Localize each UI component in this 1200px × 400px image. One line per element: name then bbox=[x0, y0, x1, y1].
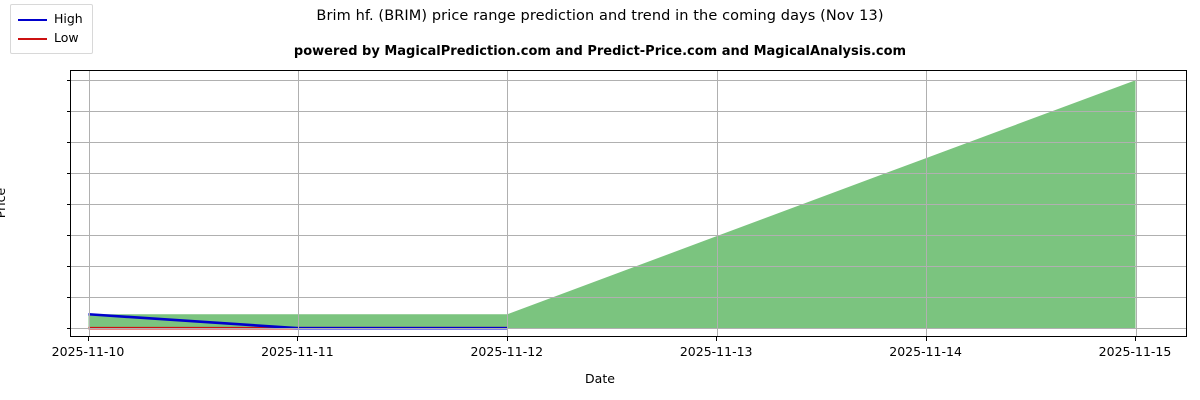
gridline-y-63 bbox=[71, 328, 1186, 330]
gridline-y-67 bbox=[71, 204, 1186, 206]
gridline-x-2025-11-10 bbox=[88, 71, 90, 336]
y-tick-mark bbox=[66, 110, 71, 112]
y-tick-mark bbox=[66, 79, 71, 81]
y-tick-mark bbox=[66, 203, 71, 205]
plot-inner bbox=[71, 71, 1186, 336]
legend-label-low: Low bbox=[54, 30, 79, 46]
chart-title: Brim hf. (BRIM) price range prediction a… bbox=[316, 8, 884, 24]
y-tick-mark bbox=[66, 296, 71, 298]
gridline-y-68 bbox=[71, 173, 1186, 175]
y-axis-title: Price bbox=[0, 187, 8, 219]
y-tick-mark bbox=[66, 141, 71, 143]
x-tick-label: 2025-11-12 bbox=[470, 344, 544, 359]
x-tick-label: 2025-11-13 bbox=[679, 344, 753, 359]
x-tick-mark bbox=[716, 337, 718, 341]
x-tick-mark bbox=[1135, 337, 1136, 341]
gridline-x-2025-11-13 bbox=[716, 71, 718, 336]
gridline-y-65 bbox=[71, 266, 1186, 268]
x-axis-title: Date bbox=[585, 371, 615, 386]
legend-item-low[interactable]: Low bbox=[18, 29, 83, 48]
chart-legend[interactable]: High Low bbox=[10, 4, 93, 54]
y-tick-mark bbox=[66, 327, 71, 329]
x-tick-mark bbox=[506, 337, 508, 341]
gridline-x-2025-11-15 bbox=[1135, 71, 1137, 336]
gridline-y-71 bbox=[71, 80, 1186, 82]
gridline-x-2025-11-11 bbox=[297, 71, 299, 336]
plot-area bbox=[70, 70, 1187, 337]
gridline-y-70 bbox=[71, 111, 1186, 113]
y-tick-mark bbox=[66, 172, 71, 174]
x-tick-label: 2025-11-11 bbox=[261, 344, 334, 359]
y-tick-mark bbox=[66, 234, 71, 236]
chart-subtitle: powered by MagicalPrediction.com and Pre… bbox=[293, 44, 907, 59]
y-tick-mark bbox=[66, 265, 71, 267]
x-tick-mark bbox=[297, 337, 299, 341]
x-tick-label: 2025-11-14 bbox=[889, 344, 962, 359]
gridline-x-2025-11-12 bbox=[507, 71, 509, 336]
gridline-y-69 bbox=[71, 142, 1186, 144]
gridline-y-64 bbox=[71, 297, 1186, 299]
x-tick-mark bbox=[88, 337, 89, 341]
legend-item-high[interactable]: High bbox=[18, 10, 83, 29]
x-tick-mark bbox=[925, 337, 927, 341]
gridline-y-66 bbox=[71, 235, 1186, 237]
x-tick-label: 2025-11-15 bbox=[1098, 344, 1172, 359]
legend-label-high: High bbox=[54, 11, 83, 27]
gridline-x-2025-11-14 bbox=[926, 71, 928, 336]
x-tick-label: 2025-11-10 bbox=[51, 344, 125, 359]
legend-swatch-high-icon bbox=[18, 18, 47, 21]
legend-swatch-low-icon bbox=[18, 37, 47, 40]
